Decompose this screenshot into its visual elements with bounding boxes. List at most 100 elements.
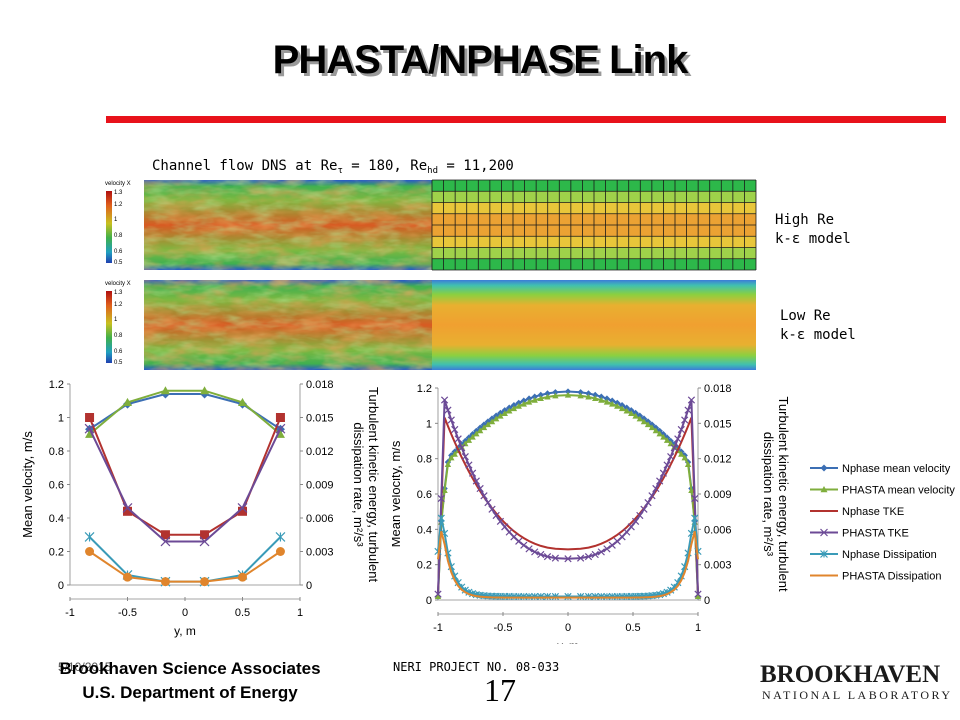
data-point — [434, 590, 442, 598]
y2-axis-label: Turbulent kinetic energy, turbulent — [366, 387, 381, 582]
footer-org-line1: Brookhaven Science Associates — [59, 659, 321, 678]
data-point — [609, 400, 616, 407]
legend-label: Nphase TKE — [842, 506, 904, 518]
x-tick-label: -0.5 — [494, 622, 513, 634]
data-point — [275, 429, 285, 438]
footer-org-line2: U.S. Department of Energy — [82, 683, 298, 702]
y-tick-label: 1.2 — [49, 379, 64, 391]
cb-tick: 1.3 — [114, 290, 123, 296]
data-point — [451, 450, 458, 457]
data-point — [447, 416, 455, 424]
data-point — [444, 461, 452, 468]
data-point — [451, 425, 459, 434]
data-point — [488, 418, 496, 425]
data-point — [628, 410, 635, 417]
data-point — [631, 517, 640, 525]
data-point — [85, 547, 95, 556]
data-point — [160, 536, 171, 547]
data-point — [458, 444, 466, 452]
data-point — [238, 397, 247, 407]
cb-tick: 1 — [114, 317, 118, 323]
data-point — [85, 429, 95, 438]
data-point — [525, 398, 533, 405]
data-point — [564, 388, 572, 395]
y2-tick-label: 0.012 — [704, 454, 732, 466]
page-number: 17 — [484, 672, 516, 708]
data-point — [472, 477, 480, 485]
footer-date: 5/10/2015 — [58, 660, 112, 674]
cb-tick: 0.6 — [114, 349, 123, 355]
data-point — [577, 392, 584, 399]
caption-re2-sub: hd — [427, 166, 438, 176]
data-point — [468, 469, 477, 477]
data-point — [484, 421, 492, 428]
colorbar-top — [106, 191, 112, 263]
data-point — [564, 592, 572, 601]
series-line — [88, 417, 282, 536]
data-point — [123, 572, 132, 582]
data-point — [510, 405, 518, 412]
series-line — [437, 394, 699, 597]
data-point — [199, 536, 210, 547]
legend-label: PHASTA mean velocity — [842, 485, 955, 497]
data-point — [84, 423, 95, 434]
data-point — [200, 530, 210, 540]
y-tick-label: 1 — [426, 418, 432, 430]
legend-label: Nphase Dissipation — [842, 549, 937, 561]
cb-tick: 1.2 — [114, 202, 123, 208]
data-point — [678, 450, 685, 457]
data-point — [564, 391, 572, 398]
y2-axis-label: dissipation rate, m²/s³ — [351, 422, 366, 547]
data-point — [123, 506, 132, 516]
data-point — [520, 541, 528, 549]
x-axis-label: y, m — [174, 624, 196, 638]
data-point — [820, 464, 828, 472]
data-point — [537, 395, 544, 402]
x-axis-label: y, m — [557, 639, 579, 644]
x-tick-label: 1 — [695, 622, 701, 634]
data-point — [496, 517, 505, 525]
caption-end: = 11,200 — [438, 158, 514, 174]
data-point — [663, 461, 671, 469]
data-point — [640, 505, 648, 513]
data-point — [636, 415, 644, 422]
data-point — [667, 440, 674, 447]
cb-tick: 0.5 — [114, 260, 123, 266]
y2-axis-label: dissipation rate, m²/s³ — [761, 432, 776, 557]
data-point — [480, 492, 488, 500]
data-point — [473, 430, 480, 437]
data-point — [480, 424, 488, 431]
x-tick-label: -0.5 — [118, 607, 137, 619]
data-point — [659, 469, 668, 477]
data-point — [506, 407, 513, 414]
cb-tick: 0.6 — [114, 249, 123, 255]
data-point — [441, 487, 448, 493]
data-point — [160, 577, 170, 587]
data-point — [648, 424, 656, 431]
data-point — [525, 545, 533, 553]
y-axis-label: Mean velocity, m/s — [20, 431, 35, 538]
data-point — [820, 528, 828, 537]
data-point — [461, 452, 469, 461]
data-point — [670, 444, 678, 452]
x-tick-label: -1 — [65, 607, 75, 619]
data-point — [694, 593, 702, 600]
low-re-label-line2: k-ε model — [780, 327, 856, 343]
data-point — [585, 393, 592, 400]
figure-caption: Channel flow DNS at Reτ = 180, Rehd = 11… — [152, 158, 514, 176]
data-point — [476, 484, 484, 493]
data-point — [531, 393, 538, 400]
data-point — [681, 454, 688, 461]
y-tick-label: 0 — [426, 595, 432, 607]
y-tick-label: 0.6 — [49, 480, 64, 492]
data-point — [623, 407, 630, 414]
y-tick-label: 1.2 — [417, 383, 432, 395]
high-re-label: High Re k-ε model — [775, 211, 851, 249]
y-tick-label: 0 — [58, 580, 64, 592]
cb-tick: 0.8 — [114, 233, 123, 239]
data-point — [454, 435, 462, 443]
data-point — [663, 437, 671, 443]
y2-tick-label: 0 — [704, 595, 710, 607]
data-point — [488, 505, 496, 513]
data-point — [444, 406, 452, 414]
